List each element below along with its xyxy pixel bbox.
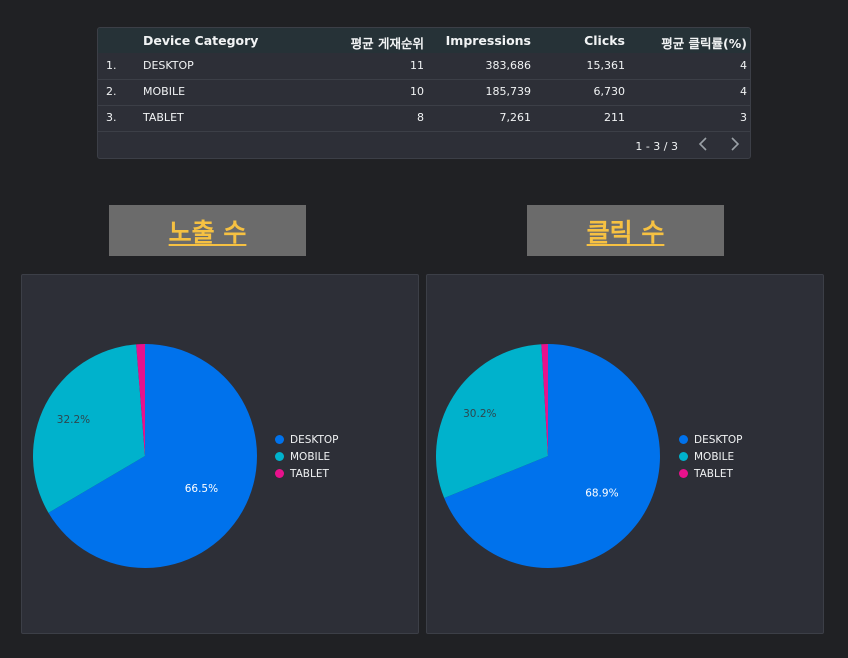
legend-dot-icon bbox=[275, 452, 284, 461]
row-device: MOBILE bbox=[143, 85, 186, 98]
table-row: 3. TABLET 8 7,261 211 3 bbox=[98, 105, 750, 132]
row-device: TABLET bbox=[143, 111, 184, 124]
legend-item-mobile[interactable]: MOBILE bbox=[275, 448, 338, 465]
chevron-left-icon bbox=[698, 137, 707, 151]
row-clicks: 15,361 bbox=[586, 59, 626, 72]
clicks-pie-card: 68.9% 30.2% DESKTOP MOBILE TABLET bbox=[426, 274, 824, 634]
legend-label: MOBILE bbox=[290, 450, 331, 463]
slice-label-desktop: 68.9% bbox=[585, 487, 618, 499]
slice-label-mobile: 30.2% bbox=[463, 408, 496, 420]
row-impressions: 7,261 bbox=[499, 111, 532, 124]
row-clicks: 211 bbox=[604, 111, 625, 124]
header-device-category[interactable]: Device Category bbox=[143, 33, 259, 48]
row-avg-position: 10 bbox=[410, 85, 424, 98]
clicks-title-box: 클릭 수 bbox=[527, 205, 724, 256]
legend-label: DESKTOP bbox=[290, 433, 339, 446]
row-avg-position: 11 bbox=[410, 59, 424, 72]
impressions-title: 노출 수 bbox=[168, 217, 247, 247]
impressions-pie-chart: 66.5% 32.2% bbox=[32, 344, 258, 568]
legend-label: TABLET bbox=[694, 467, 733, 480]
legend-dot-icon bbox=[275, 435, 284, 444]
legend-dot-icon bbox=[679, 435, 688, 444]
legend-item-tablet[interactable]: TABLET bbox=[679, 465, 742, 482]
legend-item-tablet[interactable]: TABLET bbox=[275, 465, 338, 482]
legend-label: TABLET bbox=[290, 467, 329, 480]
table-header: Device Category 평균 게재순위 Impressions Clic… bbox=[98, 28, 750, 53]
header-clicks[interactable]: Clicks bbox=[584, 33, 625, 48]
legend-dot-icon bbox=[679, 469, 688, 478]
header-impressions[interactable]: Impressions bbox=[445, 33, 531, 48]
legend-dot-icon bbox=[275, 469, 284, 478]
slice-label-desktop: 66.5% bbox=[185, 483, 218, 495]
slice-label-mobile: 32.2% bbox=[57, 414, 90, 426]
row-impressions: 383,686 bbox=[485, 59, 532, 72]
row-ctr: 4 bbox=[740, 59, 747, 72]
legend-dot-icon bbox=[679, 452, 688, 461]
clicks-title: 클릭 수 bbox=[586, 217, 665, 247]
legend-label: DESKTOP bbox=[694, 433, 743, 446]
row-avg-position: 8 bbox=[417, 111, 424, 124]
next-page-button[interactable] bbox=[726, 136, 744, 156]
clicks-legend: DESKTOP MOBILE TABLET bbox=[679, 431, 742, 482]
legend-item-desktop[interactable]: DESKTOP bbox=[679, 431, 742, 448]
row-index: 1. bbox=[106, 59, 117, 72]
prev-page-button[interactable] bbox=[694, 136, 712, 156]
header-ctr[interactable]: 평균 클릭률(%) bbox=[661, 36, 747, 51]
pagination-label: 1 - 3 / 3 bbox=[635, 140, 678, 153]
legend-item-desktop[interactable]: DESKTOP bbox=[275, 431, 338, 448]
row-index: 2. bbox=[106, 85, 117, 98]
row-ctr: 4 bbox=[740, 85, 747, 98]
pie-slice-mobile[interactable] bbox=[32, 344, 145, 513]
device-table: Device Category 평균 게재순위 Impressions Clic… bbox=[97, 27, 751, 159]
pie-slice-tablet[interactable] bbox=[136, 344, 145, 456]
row-index: 3. bbox=[106, 111, 117, 124]
pie-slice-desktop[interactable] bbox=[48, 344, 258, 568]
impressions-pie-card: 66.5% 32.2% DESKTOP MOBILE TABLET bbox=[21, 274, 419, 634]
pie-slice-mobile[interactable] bbox=[436, 344, 548, 499]
pie-slice-tablet[interactable] bbox=[541, 344, 548, 456]
row-device: DESKTOP bbox=[143, 59, 194, 72]
table-row: 2. MOBILE 10 185,739 6,730 4 bbox=[98, 79, 750, 106]
pie-slice-desktop[interactable] bbox=[444, 344, 660, 568]
impressions-legend: DESKTOP MOBILE TABLET bbox=[275, 431, 338, 482]
clicks-pie-chart: 68.9% 30.2% bbox=[436, 344, 660, 568]
row-clicks: 6,730 bbox=[593, 85, 626, 98]
header-avg-position[interactable]: 평균 게재순위 bbox=[350, 36, 424, 51]
table-row: 1. DESKTOP 11 383,686 15,361 4 bbox=[98, 53, 750, 80]
chevron-right-icon bbox=[731, 137, 740, 151]
impressions-title-box: 노출 수 bbox=[109, 205, 306, 256]
row-ctr: 3 bbox=[740, 111, 747, 124]
row-impressions: 185,739 bbox=[485, 85, 532, 98]
legend-label: MOBILE bbox=[694, 450, 735, 463]
legend-item-mobile[interactable]: MOBILE bbox=[679, 448, 742, 465]
